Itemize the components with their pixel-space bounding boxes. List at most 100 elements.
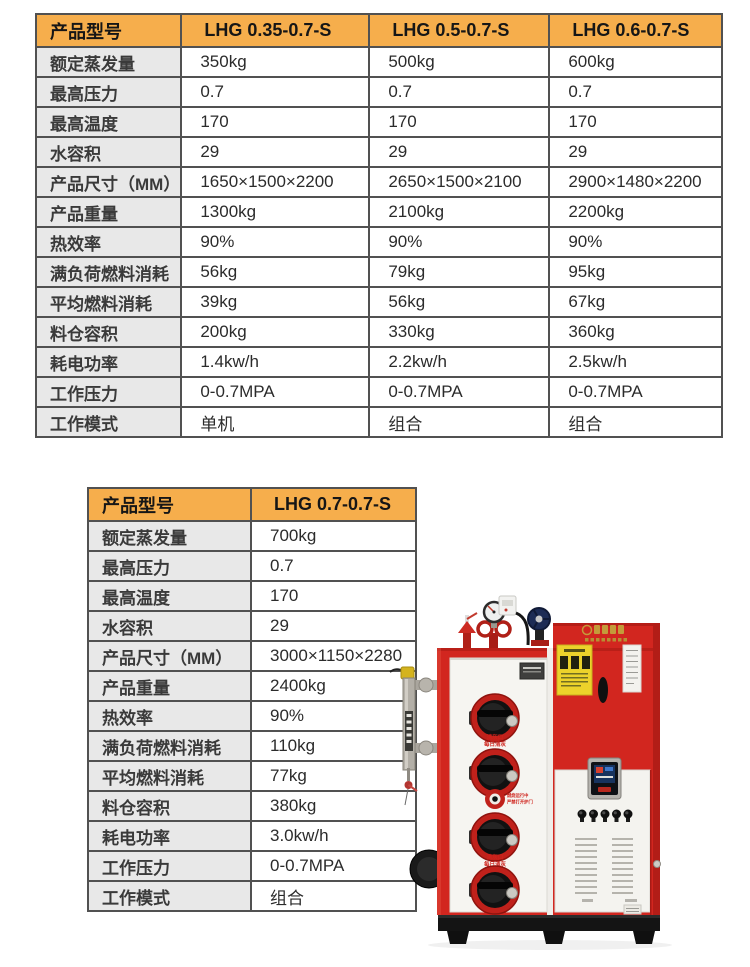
spec-value: 0-0.7MPA xyxy=(368,376,551,408)
spec-label: 最高温度 xyxy=(34,106,183,138)
spec-value: 2200kg xyxy=(548,196,724,228)
table1-row: 工作压力 0-0.7MPA 0-0.7MPA 0-0.7MPA xyxy=(34,376,724,408)
pressure-gauge-assembly xyxy=(476,595,530,649)
spec-value: 1.4kw/h xyxy=(180,346,371,378)
spec-value: 360kg xyxy=(548,316,724,348)
spec-label: 最高压力 xyxy=(87,550,252,582)
spec-value: 2100kg xyxy=(368,196,551,228)
spec-value: 90% xyxy=(180,226,371,258)
table2-row: 产品尺寸（MM） 3000×1150×2280 xyxy=(87,640,417,672)
certificate-sticker xyxy=(622,644,642,693)
spec-value: 1650×1500×2200 xyxy=(180,166,371,198)
spec-label: 耗电功率 xyxy=(34,346,183,378)
table1-header-row: 产品型号 LHG 0.35-0.7-S LHG 0.5-0.7-S LHG 0.6-0… xyxy=(34,13,724,48)
table2-row: 最高压力 0.7 xyxy=(87,550,417,582)
sensor-cable xyxy=(515,611,530,646)
spec-value: 95kg xyxy=(548,256,724,288)
spec-label: 工作模式 xyxy=(34,406,183,438)
spec-label: 产品尺寸（MM） xyxy=(87,640,252,672)
spec-value: 330kg xyxy=(368,316,551,348)
table2-header-row: 产品型号 LHG 0.7-0.7-S xyxy=(87,487,417,522)
spec-value: 1300kg xyxy=(180,196,371,228)
ash-hatch-1 xyxy=(469,693,520,743)
spec-value: 0-0.7MPA xyxy=(548,376,724,408)
spec-table-three-models: 产品型号 LHG 0.35-0.7-S LHG 0.5-0.7-S LHG 0.6-0… xyxy=(34,13,724,438)
spec-label: 水容积 xyxy=(87,610,252,642)
spec-label: 料仓容积 xyxy=(87,790,252,822)
spec-value: 77kg xyxy=(250,760,417,792)
table1-row: 料仓容积 200kg 330kg 360kg xyxy=(34,316,724,348)
table2-header-cell: 产品型号 xyxy=(87,487,252,522)
table2-row: 耗电功率 3.0kw/h xyxy=(87,820,417,852)
spec-label: 耗电功率 xyxy=(87,820,252,852)
spec-value: 0-0.7MPA xyxy=(180,376,371,408)
ash-hatch-4 xyxy=(469,865,520,915)
spec-value: 0.7 xyxy=(368,76,551,108)
spec-label: 工作压力 xyxy=(87,850,252,882)
spec-value: 90% xyxy=(250,700,417,732)
spec-value: 29 xyxy=(180,136,371,168)
boiler-product-photo: 清灰口 每日清灰 燃烧运行中 严禁打开炉门 清灰口 每日清灰 xyxy=(389,595,672,950)
controller-display xyxy=(587,757,622,800)
hatch-label-top-1: 清灰口 xyxy=(487,733,504,741)
spec-label: 额定蒸发量 xyxy=(34,46,183,78)
spec-value: 3000×1150×2280 xyxy=(250,640,417,672)
recessed-handle xyxy=(598,677,608,703)
hatch-knob xyxy=(506,715,518,727)
gauge-slot xyxy=(406,714,412,717)
table1-row: 热效率 90% 90% 90% xyxy=(34,226,724,258)
spec-value: 380kg xyxy=(250,790,417,822)
gauge-yellow-cap xyxy=(400,666,415,680)
indicator-buttons xyxy=(577,809,633,822)
spec-label: 工作模式 xyxy=(87,880,252,912)
foot-right xyxy=(633,931,655,944)
handwheel-valve xyxy=(527,607,551,646)
gauge-slot xyxy=(406,727,412,730)
spec-value: 2650×1500×2100 xyxy=(368,166,551,198)
spec-label: 产品尺寸（MM） xyxy=(34,166,183,198)
spec-value: 170 xyxy=(250,580,417,612)
table2-header-cell: LHG 0.7-0.7-S xyxy=(250,487,417,522)
hatch-label-bottom-2: 每日清灰 xyxy=(484,860,507,868)
spec-value: 170 xyxy=(548,106,724,138)
section-divider xyxy=(547,648,553,915)
spec-value: 2900×1480×2200 xyxy=(548,166,724,198)
spec-value: 500kg xyxy=(368,46,551,78)
table1-row: 工作模式 单机 组合 组合 xyxy=(34,406,724,438)
safety-valve xyxy=(458,612,478,649)
spec-value: 56kg xyxy=(180,256,371,288)
spec-label: 热效率 xyxy=(34,226,183,258)
table2-row: 工作模式 组合 xyxy=(87,880,417,912)
table2-row: 产品重量 2400kg xyxy=(87,670,417,702)
spec-label: 水容积 xyxy=(34,136,183,168)
door-slot xyxy=(625,899,637,902)
brand-logo xyxy=(581,624,627,642)
port-warning-2: 严禁打开炉门 xyxy=(506,799,533,806)
panel-top-shade xyxy=(450,658,547,660)
water-level-gauge xyxy=(389,666,438,806)
drain-valve-handle xyxy=(407,784,418,792)
spec-value: 56kg xyxy=(368,286,551,318)
spec-value: 29 xyxy=(548,136,724,168)
spec-value: 3.0kw/h xyxy=(250,820,417,852)
table2-row: 平均燃料消耗 77kg xyxy=(87,760,417,792)
spec-label: 料仓容积 xyxy=(34,316,183,348)
port-warning-1: 燃烧运行中 xyxy=(507,792,528,799)
spec-value: 79kg xyxy=(368,256,551,288)
spec-label: 热效率 xyxy=(87,700,252,732)
vent-slots xyxy=(575,838,633,894)
spec-value: 0.7 xyxy=(180,76,371,108)
table1-row: 水容积 29 29 29 xyxy=(34,136,724,168)
base-platform xyxy=(438,915,660,944)
spec-value: 170 xyxy=(180,106,371,138)
table1-row: 满负荷燃料消耗 56kg 79kg 95kg xyxy=(34,256,724,288)
spec-value: 90% xyxy=(368,226,551,258)
table2-row: 额定蒸发量 700kg xyxy=(87,520,417,552)
hatch-label-top-2: 每日清灰 xyxy=(484,740,507,748)
table1-row: 平均燃料消耗 39kg 56kg 67kg xyxy=(34,286,724,318)
spec-value: 90% xyxy=(548,226,724,258)
spec-label: 最高压力 xyxy=(34,76,183,108)
spec-value: 700kg xyxy=(250,520,417,552)
hatch-knob xyxy=(506,834,518,846)
table2-row: 工作压力 0-0.7MPA xyxy=(87,850,417,882)
